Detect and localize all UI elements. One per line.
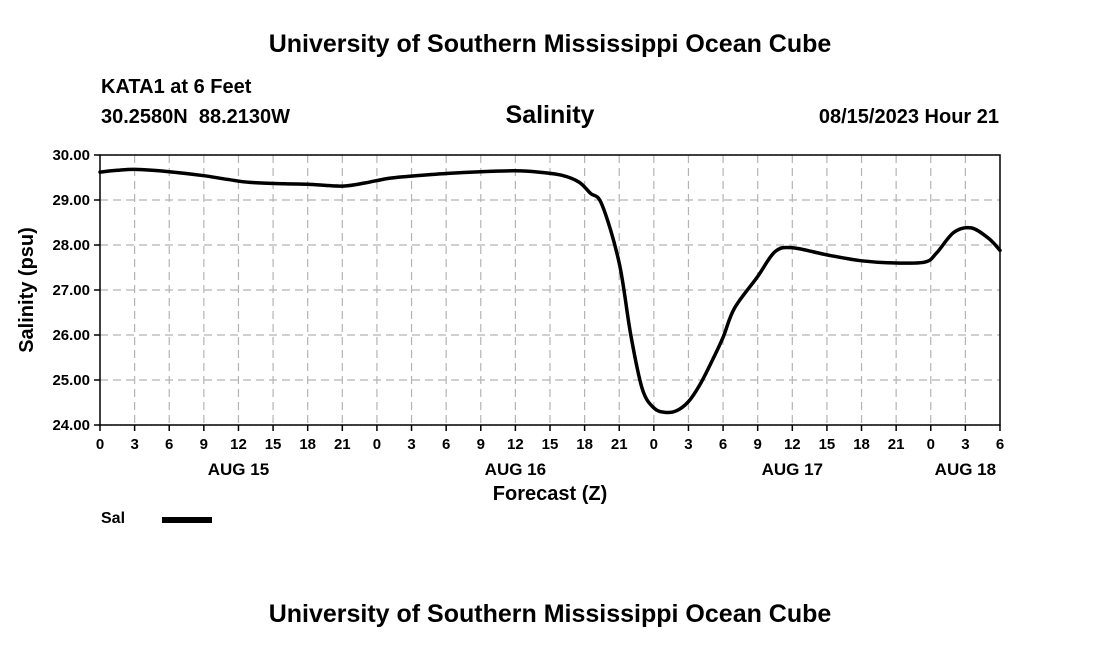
date-label: AUG 18: [935, 460, 996, 479]
x-tick-label: 12: [784, 436, 801, 453]
x-tick-label: 15: [542, 436, 559, 453]
x-axis-label: Forecast (Z): [493, 483, 607, 505]
y-axis-label: Salinity (psu): [16, 227, 38, 353]
axis-ticks: 24.00 25.00 26.00 27.00 28.00 29.00 30.00 0 3 6 9 1…: [52, 147, 1004, 479]
forecast-time: 08/15/2023 Hour 21: [818, 106, 999, 128]
x-tick-label: 3: [961, 436, 969, 453]
y-tick-label: 24.00: [52, 417, 90, 434]
x-tick-label: 3: [407, 436, 415, 453]
x-tick-label: 0: [650, 436, 658, 453]
x-tick-label: 21: [611, 436, 628, 453]
x-tick-label: 6: [442, 436, 450, 453]
x-tick-label: 9: [477, 436, 485, 453]
page-title: University of Southern Mississippi Ocean…: [268, 30, 832, 58]
y-tick-label: 30.00: [52, 147, 90, 164]
station-coordinates: 30.2580N 88.2130W: [101, 106, 291, 128]
date-label: AUG 15: [208, 460, 269, 479]
legend-swatch-sal: [162, 517, 212, 523]
x-tick-label: 3: [130, 436, 138, 453]
x-tick-label: 9: [754, 436, 762, 453]
station-label: KATA1 at 6 Feet: [101, 76, 252, 98]
footer-title: University of Southern Mississippi Ocean…: [268, 600, 832, 628]
x-tick-label: 12: [230, 436, 247, 453]
date-label: AUG 17: [762, 460, 823, 479]
x-tick-label: 18: [299, 436, 316, 453]
x-tick-label: 18: [853, 436, 870, 453]
legend-label-sal: Sal: [101, 510, 126, 527]
x-tick-label: 6: [996, 436, 1004, 453]
x-tick-label: 9: [200, 436, 208, 453]
y-tick-label: 25.00: [52, 372, 90, 389]
x-tick-label: 3: [684, 436, 692, 453]
x-tick-label: 0: [373, 436, 381, 453]
x-tick-label: 21: [334, 436, 351, 453]
y-tick-label: 27.00: [52, 282, 90, 299]
variable-title: Salinity: [505, 101, 595, 129]
x-tick-label: 15: [819, 436, 836, 453]
y-tick-label: 28.00: [52, 237, 90, 254]
x-tick-label: 6: [719, 436, 727, 453]
y-tick-label: 29.00: [52, 192, 90, 209]
x-tick-label: 18: [576, 436, 593, 453]
x-tick-label: 0: [96, 436, 104, 453]
x-tick-label: 15: [265, 436, 282, 453]
x-tick-label: 21: [888, 436, 905, 453]
date-label: AUG 16: [485, 460, 546, 479]
x-tick-label: 0: [927, 436, 935, 453]
x-tick-label: 12: [507, 436, 524, 453]
y-tick-label: 26.00: [52, 327, 90, 344]
x-tick-label: 6: [165, 436, 173, 453]
series-line-sal: [98, 167, 1002, 415]
grid-lines: [100, 154, 1000, 426]
